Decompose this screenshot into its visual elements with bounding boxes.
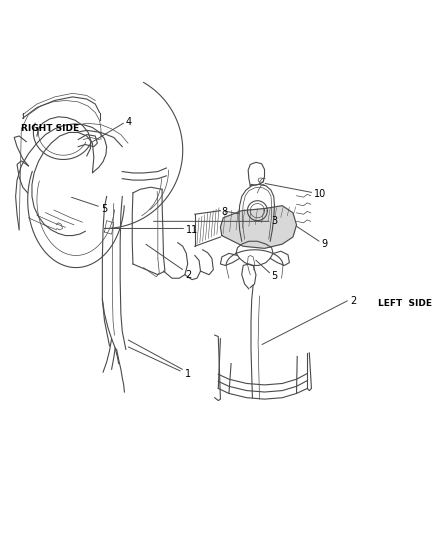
Text: 8: 8 xyxy=(222,207,228,217)
Text: 3: 3 xyxy=(272,216,278,227)
Polygon shape xyxy=(220,206,297,248)
Text: 9: 9 xyxy=(321,239,328,249)
Text: 2: 2 xyxy=(185,270,191,280)
Text: 5: 5 xyxy=(272,271,278,281)
Text: 10: 10 xyxy=(314,189,327,199)
Text: 5: 5 xyxy=(101,204,107,214)
Text: 1: 1 xyxy=(185,369,191,379)
Text: 2: 2 xyxy=(350,296,356,306)
Text: RIGHT SIDE: RIGHT SIDE xyxy=(21,124,79,133)
Text: 11: 11 xyxy=(186,225,198,235)
Text: 4: 4 xyxy=(126,117,132,127)
Text: LEFT  SIDE: LEFT SIDE xyxy=(378,298,432,308)
